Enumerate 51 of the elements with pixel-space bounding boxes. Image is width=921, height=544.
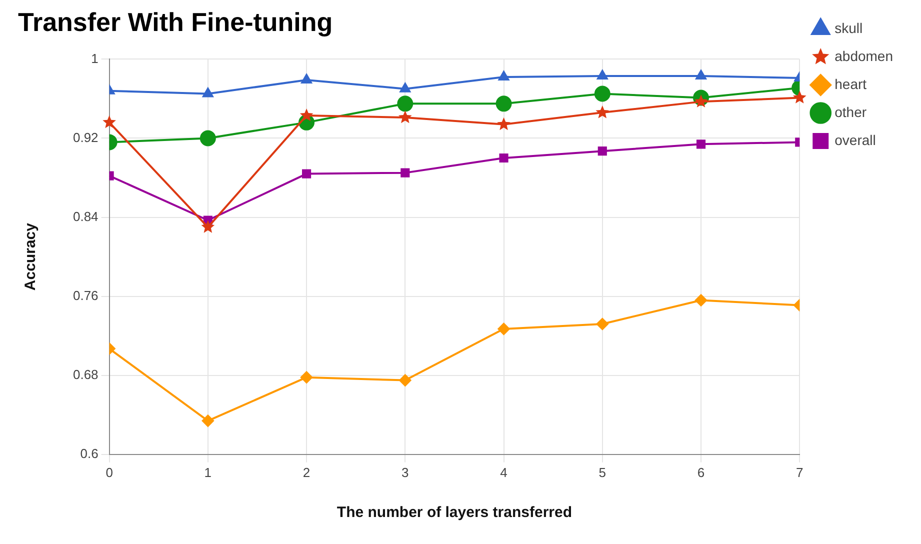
- point: [300, 108, 314, 122]
- point: [497, 117, 510, 130]
- x-axis-title: The number of layers transferred: [336, 504, 572, 522]
- legend-label: skull: [834, 20, 863, 36]
- point: [201, 220, 215, 233]
- point: [300, 371, 313, 384]
- point: [302, 169, 312, 178]
- y-tick-label: 0.68: [72, 366, 98, 382]
- point: [400, 82, 410, 92]
- point: [398, 110, 412, 124]
- point: [598, 146, 607, 156]
- chart-title: Transfer With Fine-tuning: [18, 6, 333, 37]
- point: [499, 153, 508, 163]
- x-tick-label: 4: [500, 464, 508, 480]
- point: [597, 70, 608, 80]
- y-tick-label: 0.76: [72, 288, 98, 303]
- x-tick-label: 1: [204, 464, 212, 480]
- x-tick-label: 6: [697, 464, 705, 480]
- point: [696, 70, 706, 80]
- point: [792, 90, 806, 104]
- point: [397, 96, 414, 112]
- y-axis-title: Accuracy: [22, 222, 40, 291]
- x-tick-label: 0: [106, 464, 113, 480]
- point: [202, 88, 214, 98]
- y-tick-label: 1: [91, 50, 98, 66]
- point: [594, 86, 610, 102]
- point: [694, 94, 708, 108]
- point: [496, 96, 512, 112]
- point: [596, 318, 608, 330]
- point: [200, 130, 216, 146]
- y-tick-label: 0.6: [80, 446, 98, 461]
- point: [596, 106, 610, 118]
- legend-label: other: [834, 104, 867, 120]
- y-tick-label: 0.84: [72, 208, 98, 224]
- x-tick-label: 3: [402, 464, 409, 480]
- point: [202, 414, 214, 427]
- point: [400, 168, 410, 178]
- x-tick-label: 2: [302, 464, 310, 480]
- point: [696, 140, 706, 149]
- point: [399, 374, 412, 386]
- legend-label: overall: [834, 132, 876, 148]
- x-tick-label: 7: [796, 464, 804, 480]
- point: [498, 70, 510, 80]
- point: [102, 115, 116, 128]
- y-tick-label: 0.92: [72, 130, 98, 145]
- legend-label: abdomen: [834, 48, 894, 64]
- x-tick-label: 5: [598, 464, 606, 480]
- point: [498, 322, 510, 335]
- point: [301, 74, 312, 84]
- point: [695, 294, 708, 306]
- legend-label: heart: [834, 76, 867, 92]
